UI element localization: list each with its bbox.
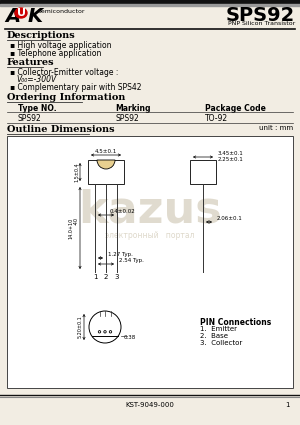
Text: SPS92: SPS92 [226, 6, 295, 25]
Text: Marking: Marking [115, 104, 151, 113]
Text: ▪ Telephone application: ▪ Telephone application [10, 49, 101, 58]
Text: unit : mm: unit : mm [259, 125, 293, 131]
Text: U: U [16, 8, 26, 18]
Bar [0, 4, 300, 6]
Text: V₀₀=-300V: V₀₀=-300V [16, 75, 56, 84]
Text: Ordering Information: Ordering Information [7, 93, 125, 102]
Text: 0.38: 0.38 [124, 335, 136, 340]
Ellipse shape [15, 8, 27, 18]
Text: 0.4±0.02: 0.4±0.02 [110, 209, 136, 214]
Text: K: K [28, 7, 43, 26]
Text: Descriptions: Descriptions [7, 31, 76, 40]
Bar [88, 160, 124, 184]
Text: 2.54 Typ.: 2.54 Typ. [119, 258, 144, 263]
Text: PNP Silicon Transistor: PNP Silicon Transistor [228, 21, 295, 26]
Text: ▪ Collector-Emitter voltage :: ▪ Collector-Emitter voltage : [10, 68, 118, 77]
Text: Semiconductor: Semiconductor [38, 9, 86, 14]
Text: Type NO.: Type NO. [18, 104, 57, 113]
Text: 1.  Emitter: 1. Emitter [200, 326, 237, 332]
Text: 3: 3 [115, 274, 119, 280]
Text: ▪ High voltage application: ▪ High voltage application [10, 41, 112, 50]
Text: 1.5±0.4: 1.5±0.4 [74, 162, 79, 182]
Text: KST-9049-000: KST-9049-000 [126, 402, 174, 408]
Wedge shape [97, 160, 115, 169]
Text: 1: 1 [93, 274, 97, 280]
Text: электронный   портал: электронный портал [105, 230, 195, 240]
Text: Features: Features [7, 58, 55, 67]
Text: PIN Connections: PIN Connections [200, 318, 271, 327]
Bar [7, 136, 293, 388]
Text: 2.25±0.1: 2.25±0.1 [218, 157, 244, 162]
Text: 5.20±0.1: 5.20±0.1 [78, 316, 83, 338]
Text: ▪ Complementary pair with SPS42: ▪ Complementary pair with SPS42 [10, 83, 142, 92]
Text: Outline Dimensions: Outline Dimensions [7, 125, 115, 134]
Text: 1.27 Typ.: 1.27 Typ. [108, 252, 133, 257]
Text: 2: 2 [104, 274, 108, 280]
Text: 4.5±0.1: 4.5±0.1 [95, 149, 117, 154]
Bar [0, 0, 300, 4]
Text: kazus: kazus [78, 189, 222, 232]
Text: 3.  Collector: 3. Collector [200, 340, 242, 346]
Text: A: A [5, 7, 20, 26]
Text: 3.45±0.1: 3.45±0.1 [218, 151, 244, 156]
Text: Package Code: Package Code [205, 104, 266, 113]
Text: 2.06±0.1: 2.06±0.1 [217, 216, 243, 221]
Text: SPS92: SPS92 [18, 114, 42, 123]
Text: TO-92: TO-92 [205, 114, 228, 123]
Text: 14.0+10
-40: 14.0+10 -40 [68, 217, 79, 238]
Text: 1: 1 [286, 402, 290, 408]
Bar [190, 160, 216, 184]
Text: SPS92: SPS92 [115, 114, 139, 123]
Text: 2.  Base: 2. Base [200, 333, 228, 339]
